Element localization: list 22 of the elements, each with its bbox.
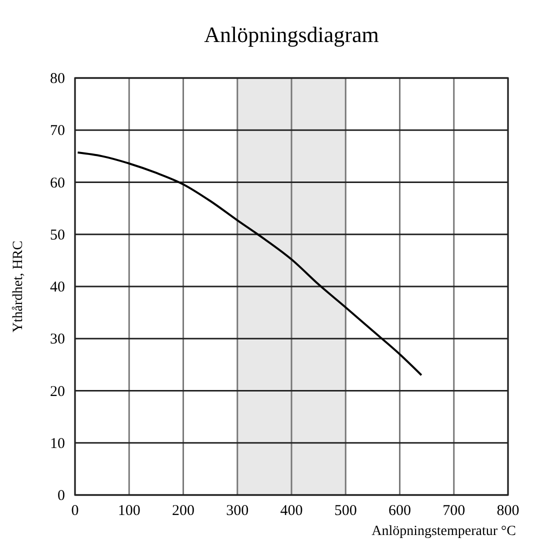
y-tick-label: 0 [58, 488, 65, 504]
x-tick-label: 700 [442, 503, 466, 519]
y-tick-label: 80 [50, 71, 65, 87]
x-tick-label: 100 [118, 503, 140, 519]
y-tick-label: 50 [50, 227, 65, 244]
x-tick-label: 200 [172, 503, 194, 519]
x-tick-label: 300 [226, 503, 249, 519]
x-axis-title: Anlöpningstemperatur °C [372, 524, 516, 539]
x-tick-label: 600 [388, 503, 411, 519]
y-tick-label: 40 [50, 280, 65, 296]
y-tick-label: 20 [50, 384, 65, 400]
y-tick-label: 10 [50, 436, 65, 452]
y-axis-title: Ythårdhet, HRC [11, 240, 26, 332]
x-tick-label: 400 [280, 503, 303, 519]
x-tick-label: 0 [71, 503, 79, 519]
chart-title: Anlöpningsdiagram [204, 22, 379, 47]
x-tick-label: 800 [496, 503, 520, 519]
y-tick-label: 70 [50, 123, 65, 140]
line-series [76, 152, 422, 376]
y-tick-label: 30 [50, 332, 65, 348]
y-tick-label: 60 [50, 175, 65, 192]
x-tick-label: 500 [334, 503, 357, 519]
